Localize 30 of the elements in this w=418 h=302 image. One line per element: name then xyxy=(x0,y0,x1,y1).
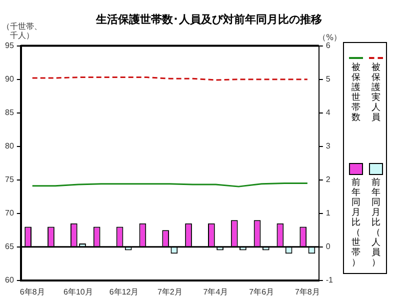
x-tick-label: 7年6月 xyxy=(249,287,274,296)
x-tick-label: 7年8月 xyxy=(294,287,320,296)
x-tick-label: 7年4月 xyxy=(203,287,228,296)
y-tick-label: 65 xyxy=(4,242,14,252)
y2-tick-label: 0 xyxy=(326,242,331,252)
x-tick-label: 6年8月 xyxy=(20,287,45,296)
text: 前年同月比（世帯） xyxy=(352,178,360,268)
y2-tick-label: 5 xyxy=(326,74,331,84)
y-tick-label: 60 xyxy=(4,276,14,285)
chart-title: 生活保護世帯数･人員及び対前年同月比の推移 xyxy=(96,13,322,26)
text: 前年同月比（人員） xyxy=(372,178,380,268)
y-tick-label: 75 xyxy=(4,175,14,184)
y2-tick-label: 4 xyxy=(326,108,331,118)
y2-tick-label: 2 xyxy=(326,175,331,184)
legend-label: 被保護世帯数 xyxy=(352,63,360,123)
y-axis-title: （千世帯、千人） xyxy=(2,22,42,40)
y-tick-label: 80 xyxy=(4,142,14,151)
y-tick-label: 85 xyxy=(4,108,14,118)
y-tick-label: 95 xyxy=(4,41,14,50)
legend-label: 被保護実人員 xyxy=(372,63,380,123)
y2-tick-label: 3 xyxy=(326,142,331,151)
y-tick-label: 70 xyxy=(4,208,14,218)
x-tick-label: 7年2月 xyxy=(157,287,182,296)
x-tick-label: 6年12月 xyxy=(109,287,139,296)
x-tick-label: 6年10月 xyxy=(64,287,93,296)
y-tick-label: 90 xyxy=(4,74,14,84)
y2-tick-label: 1 xyxy=(326,208,331,218)
y2-tick-label: -1 xyxy=(326,276,334,285)
y2-axis-title: （%） xyxy=(318,32,342,42)
y2-tick-label: 6 xyxy=(326,41,331,50)
